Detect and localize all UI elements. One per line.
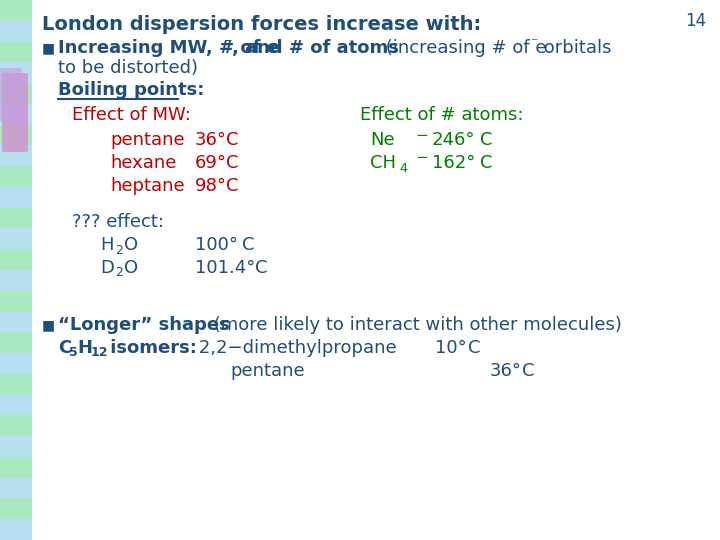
Bar	[0, 21, 32, 42]
Bar	[0, 415, 32, 436]
Text: D: D	[100, 259, 114, 277]
Text: −: −	[415, 127, 428, 143]
Text: (more likely to interact with other molecules): (more likely to interact with other mole…	[208, 316, 622, 334]
Text: Ne: Ne	[370, 131, 395, 149]
Text: ⁻: ⁻	[224, 36, 231, 50]
Text: ⁻: ⁻	[530, 36, 537, 50]
Text: hexane: hexane	[110, 154, 176, 172]
Text: H: H	[77, 339, 92, 357]
Bar	[0, 436, 32, 457]
Text: pentane: pentane	[230, 362, 305, 380]
Text: Increasing MW, # of e: Increasing MW, # of e	[58, 39, 279, 57]
Text: 14: 14	[685, 12, 706, 30]
Text: 162°: 162°	[432, 154, 475, 172]
Text: C: C	[480, 131, 492, 149]
Text: Boiling points:: Boiling points:	[58, 81, 204, 99]
Bar	[0, 145, 32, 166]
Text: 12: 12	[91, 347, 109, 360]
Text: C: C	[522, 362, 534, 380]
Text: C: C	[255, 259, 268, 277]
Bar	[0, 374, 32, 395]
Bar	[0, 498, 32, 519]
Text: H: H	[100, 236, 114, 254]
Text: Effect of MW:: Effect of MW:	[72, 106, 191, 124]
Bar	[0, 291, 32, 312]
Text: 100°: 100°	[195, 236, 238, 254]
Text: 2: 2	[115, 267, 123, 280]
Bar	[0, 125, 32, 145]
Text: O: O	[124, 259, 138, 277]
Bar	[0, 270, 32, 291]
Bar	[0, 353, 32, 374]
Bar	[0, 478, 32, 498]
Text: heptane: heptane	[110, 177, 184, 195]
Text: 4: 4	[399, 161, 407, 174]
Text: (increasing # of e: (increasing # of e	[380, 39, 546, 57]
Bar	[0, 395, 32, 415]
Bar	[0, 249, 32, 270]
Text: O: O	[124, 236, 138, 254]
Text: Effect of # atoms:: Effect of # atoms:	[360, 106, 523, 124]
Text: CH: CH	[370, 154, 396, 172]
Text: 10°: 10°	[435, 339, 467, 357]
Text: 101.4°: 101.4°	[195, 259, 256, 277]
Text: C: C	[480, 154, 492, 172]
FancyBboxPatch shape	[0, 68, 22, 122]
Bar	[0, 312, 32, 332]
Text: orbitals: orbitals	[538, 39, 611, 57]
Text: C: C	[468, 339, 480, 357]
Text: “Longer” shapes: “Longer” shapes	[58, 316, 230, 334]
FancyBboxPatch shape	[2, 73, 28, 152]
Bar	[0, 332, 32, 353]
Text: ??? effect:: ??? effect:	[72, 213, 164, 231]
Text: London dispersion forces increase with:: London dispersion forces increase with:	[42, 15, 481, 33]
Text: C: C	[58, 339, 71, 357]
Text: pentane: pentane	[110, 131, 184, 149]
Text: 36°C: 36°C	[195, 131, 240, 149]
Text: ■: ■	[42, 318, 55, 332]
Bar	[0, 228, 32, 249]
Text: 246°: 246°	[432, 131, 475, 149]
Text: −: −	[415, 151, 428, 165]
Bar	[0, 83, 32, 104]
Text: 2,2−dimethylpropane: 2,2−dimethylpropane	[193, 339, 397, 357]
Bar	[0, 42, 32, 62]
Text: ■: ■	[42, 41, 55, 55]
Text: 2: 2	[115, 244, 123, 256]
Bar	[0, 519, 32, 540]
Text: C: C	[242, 236, 254, 254]
Text: 69°C: 69°C	[195, 154, 240, 172]
Text: 98°C: 98°C	[195, 177, 240, 195]
Text: 5: 5	[69, 347, 78, 360]
Bar	[0, 62, 32, 83]
Bar	[0, 104, 32, 125]
Text: , and # of atoms: , and # of atoms	[232, 39, 399, 57]
Bar	[0, 208, 32, 228]
Bar	[0, 166, 32, 187]
Bar	[0, 187, 32, 208]
Bar	[0, 0, 32, 21]
Bar	[0, 457, 32, 478]
Text: 36°: 36°	[490, 362, 522, 380]
Text: to be distorted): to be distorted)	[58, 59, 198, 77]
Text: isomers:: isomers:	[104, 339, 197, 357]
